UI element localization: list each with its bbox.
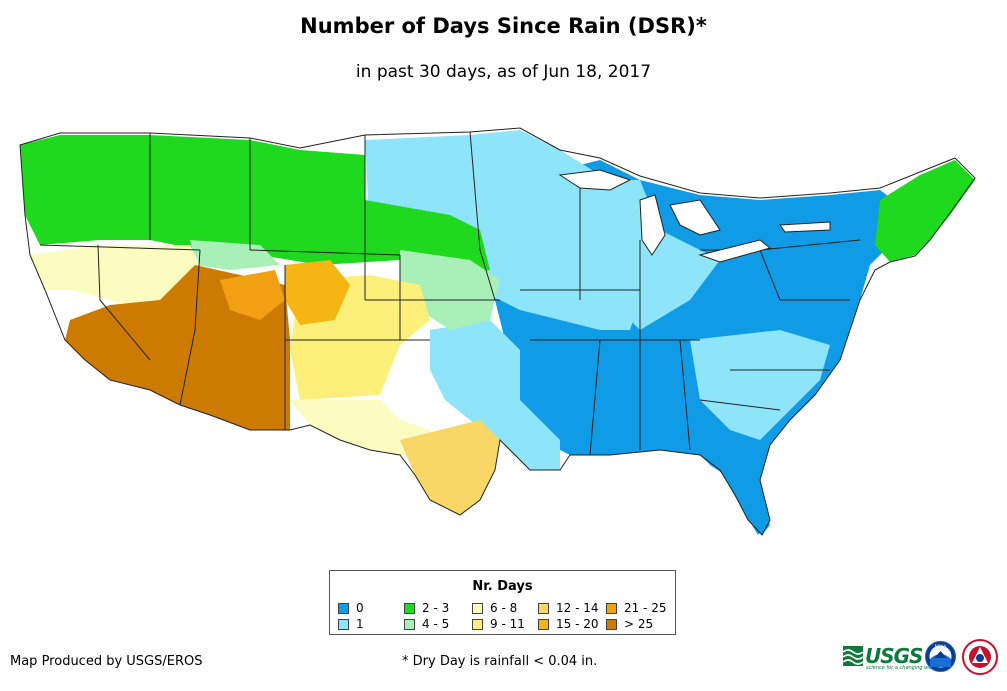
footnote-text: * Dry Day is rainfall < 0.04 in. <box>402 654 598 669</box>
usgs-tagline: science for a changing world <box>866 665 938 671</box>
legend-item: 4 - 5 <box>404 617 449 631</box>
state-boundaries <box>19 127 976 536</box>
legend-item: 6 - 8 <box>472 601 517 615</box>
legend-item: 2 - 3 <box>404 601 449 615</box>
region-nevada-4-5 <box>190 240 280 270</box>
legend-label: 0 <box>356 601 364 615</box>
legend-label: 12 - 14 <box>556 601 599 615</box>
legend-item: 21 - 25 <box>606 601 667 615</box>
legend-label: > 25 <box>624 617 654 631</box>
map-legend: Nr. Days 0 1 2 - 3 4 - 5 6 - 8 9 - 11 12… <box>329 570 676 635</box>
region-texas-6-8 <box>290 400 430 460</box>
map-regions <box>20 130 975 535</box>
legend-item: > 25 <box>606 617 653 631</box>
legend-label: 9 - 11 <box>490 617 525 631</box>
credit-text: Map Produced by USGS/EROS <box>10 654 203 669</box>
region-west-6-8 <box>30 245 200 310</box>
legend-swatch <box>404 618 415 630</box>
nws-logo-icon <box>962 639 998 675</box>
legend-swatch <box>472 602 483 614</box>
legend-swatch <box>338 618 349 630</box>
legend-swatch <box>538 602 549 614</box>
usgs-logo-text: USGS <box>865 644 923 668</box>
legend-item: 12 - 14 <box>538 601 599 615</box>
legend-label: 15 - 20 <box>556 617 599 631</box>
map-title: Number of Days Since Rain (DSR)* <box>300 14 707 38</box>
region-colorado-15-20 <box>285 260 350 325</box>
us-dsr-map <box>19 127 976 536</box>
legend-item: 15 - 20 <box>538 617 599 631</box>
legend-item: 1 <box>338 617 364 631</box>
legend-label: 1 <box>356 617 364 631</box>
usgs-wave-icon <box>843 646 863 666</box>
legend-swatch <box>338 602 349 614</box>
legend-swatch <box>606 602 617 614</box>
great-lakes <box>558 169 831 263</box>
legend-item: 0 <box>338 601 364 615</box>
map-subtitle: in past 30 days, as of Jun 18, 2017 <box>355 62 652 82</box>
noaa-logo-text: NOAA <box>935 644 947 649</box>
region-midwest-1 <box>580 180 720 330</box>
legend-label: 2 - 3 <box>422 601 450 615</box>
legend-swatch <box>606 618 617 630</box>
region-arizona-21-25 <box>220 270 285 320</box>
usgs-logo-icon: USGS science for a changing world <box>843 642 938 671</box>
legend-label: 4 - 5 <box>422 617 450 631</box>
region-northeast-2-3 <box>875 160 975 262</box>
noaa-logo-icon: NOAA <box>925 641 956 672</box>
legend-item: 9 - 11 <box>472 617 525 631</box>
region-southeast-1 <box>690 330 830 440</box>
legend-label: 6 - 8 <box>490 601 518 615</box>
legend-swatch <box>538 618 549 630</box>
region-south-1 <box>430 320 560 470</box>
legend-swatch <box>404 602 415 614</box>
legend-swatch <box>472 618 483 630</box>
legend-title: Nr. Days <box>472 579 533 594</box>
legend-label: 21 - 25 <box>624 601 667 615</box>
